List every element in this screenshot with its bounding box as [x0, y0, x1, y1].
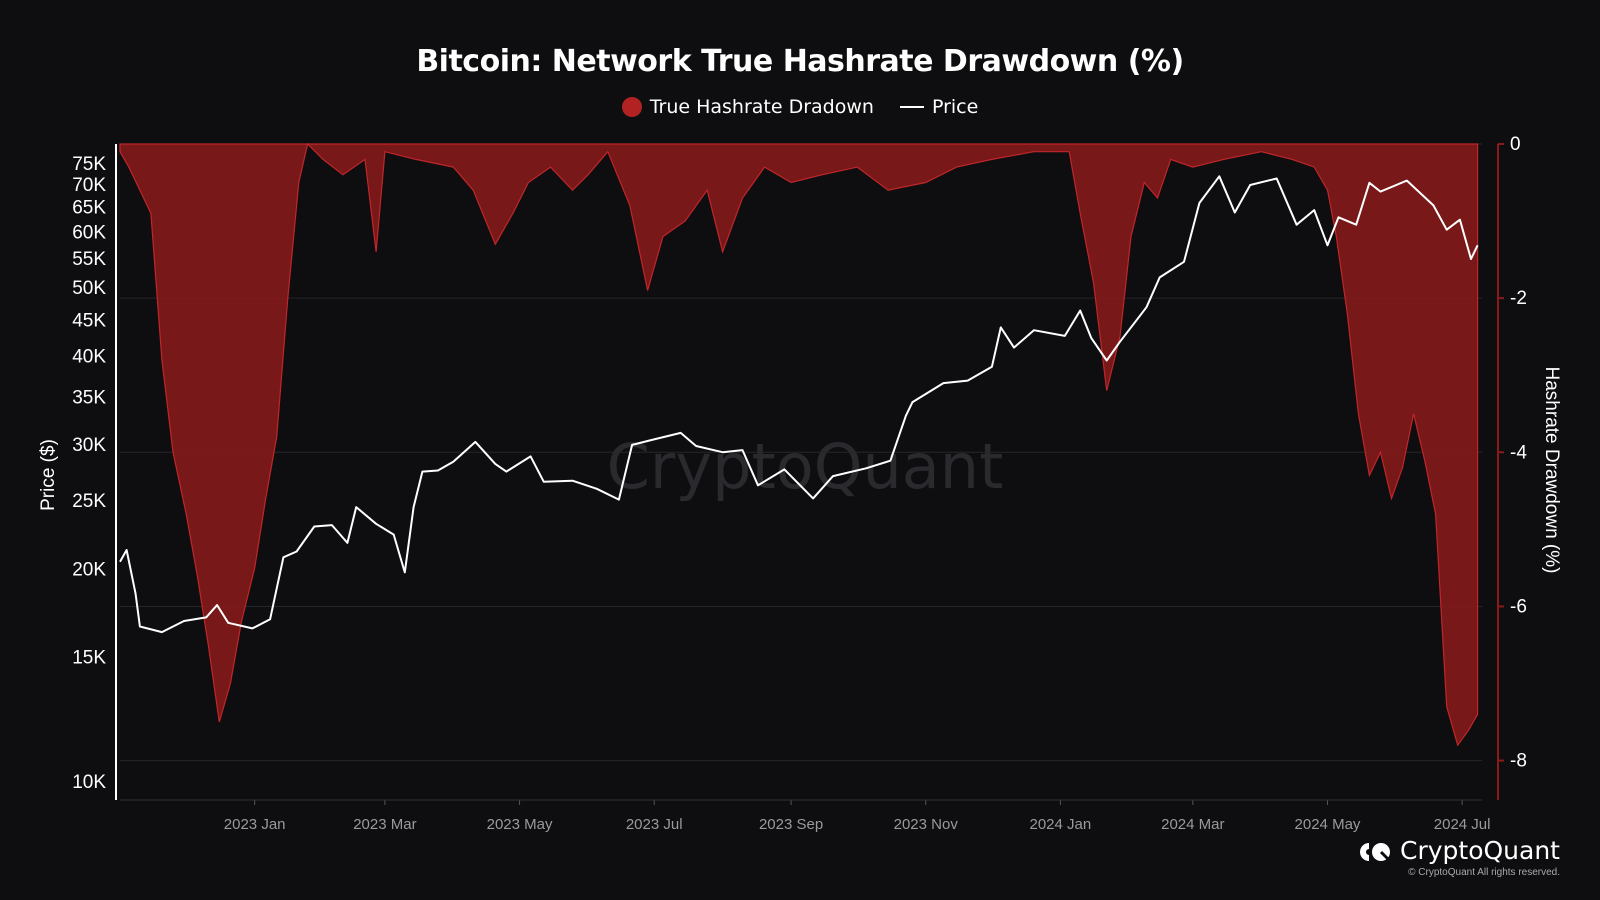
right-axis-title: Hashrate Drawdown (%) [1541, 367, 1562, 574]
left-tick-label: 55K [72, 249, 106, 270]
right-tick-label: -8 [1510, 751, 1527, 772]
hashrate-area [119, 142, 1479, 747]
cryptoquant-logo-icon [1358, 840, 1392, 862]
x-tick-label: 2024 May [1295, 816, 1361, 833]
left-tick-label: 25K [72, 491, 106, 512]
price-line [119, 175, 1479, 634]
chart-title: Bitcoin: Network True Hashrate Drawdown … [416, 44, 1184, 79]
left-tick-label: 75K [72, 154, 106, 175]
left-tick-label: 15K [72, 648, 106, 669]
left-axis-title: Price ($) [38, 439, 59, 511]
left-tick-label: 20K [72, 559, 106, 580]
legend-label-hashrate: True Hashrate Dradown [649, 96, 874, 118]
legend: True Hashrate Dradown Price [0, 96, 1600, 118]
legend-item-price[interactable]: Price [899, 96, 979, 118]
watermark: CryptoQuant [607, 430, 1004, 503]
right-tick-label: -6 [1510, 596, 1527, 617]
right-tick-label: -4 [1510, 442, 1527, 463]
price-series [119, 175, 1479, 634]
legend-dot-icon [621, 97, 642, 117]
left-tick-label: 60K [72, 222, 106, 243]
left-tick-label: 45K [72, 311, 106, 332]
x-tick-label: 2023 Sep [759, 816, 823, 833]
x-tick-label: 2023 Jan [224, 816, 286, 833]
x-tick-label: 2024 Jul [1434, 816, 1491, 833]
x-tick-label: 2024 Jan [1030, 816, 1092, 833]
left-tick-label: 65K [72, 198, 106, 219]
right-tick-label: 0 [1510, 134, 1521, 155]
left-tick-label: 70K [72, 175, 106, 196]
left-tick-label: 50K [72, 278, 106, 299]
x-tick-label: 2023 May [487, 816, 553, 833]
legend-line-icon [899, 106, 924, 108]
legend-label-price: Price [931, 96, 979, 118]
left-tick-label: 10K [72, 772, 106, 793]
x-tick-label: 2023 Jul [626, 816, 683, 833]
copyright-text: © CryptoQuant All rights reserved. [1408, 867, 1560, 878]
legend-item-hashrate[interactable]: True Hashrate Dradown [621, 96, 874, 118]
grid-lines [120, 143, 1482, 762]
left-tick-label: 35K [72, 388, 106, 409]
brand-name: CryptoQuant [1400, 836, 1560, 865]
left-tick-label: 30K [72, 435, 106, 456]
brand-logo: CryptoQuant [1358, 836, 1560, 865]
hashrate-series [119, 142, 1479, 747]
x-tick-label: 2024 Mar [1161, 816, 1224, 833]
x-tick-label: 2023 Mar [353, 816, 416, 833]
x-tick-label: 2023 Nov [894, 816, 959, 833]
left-tick-label: 40K [72, 347, 106, 368]
right-tick-label: -2 [1510, 288, 1527, 309]
